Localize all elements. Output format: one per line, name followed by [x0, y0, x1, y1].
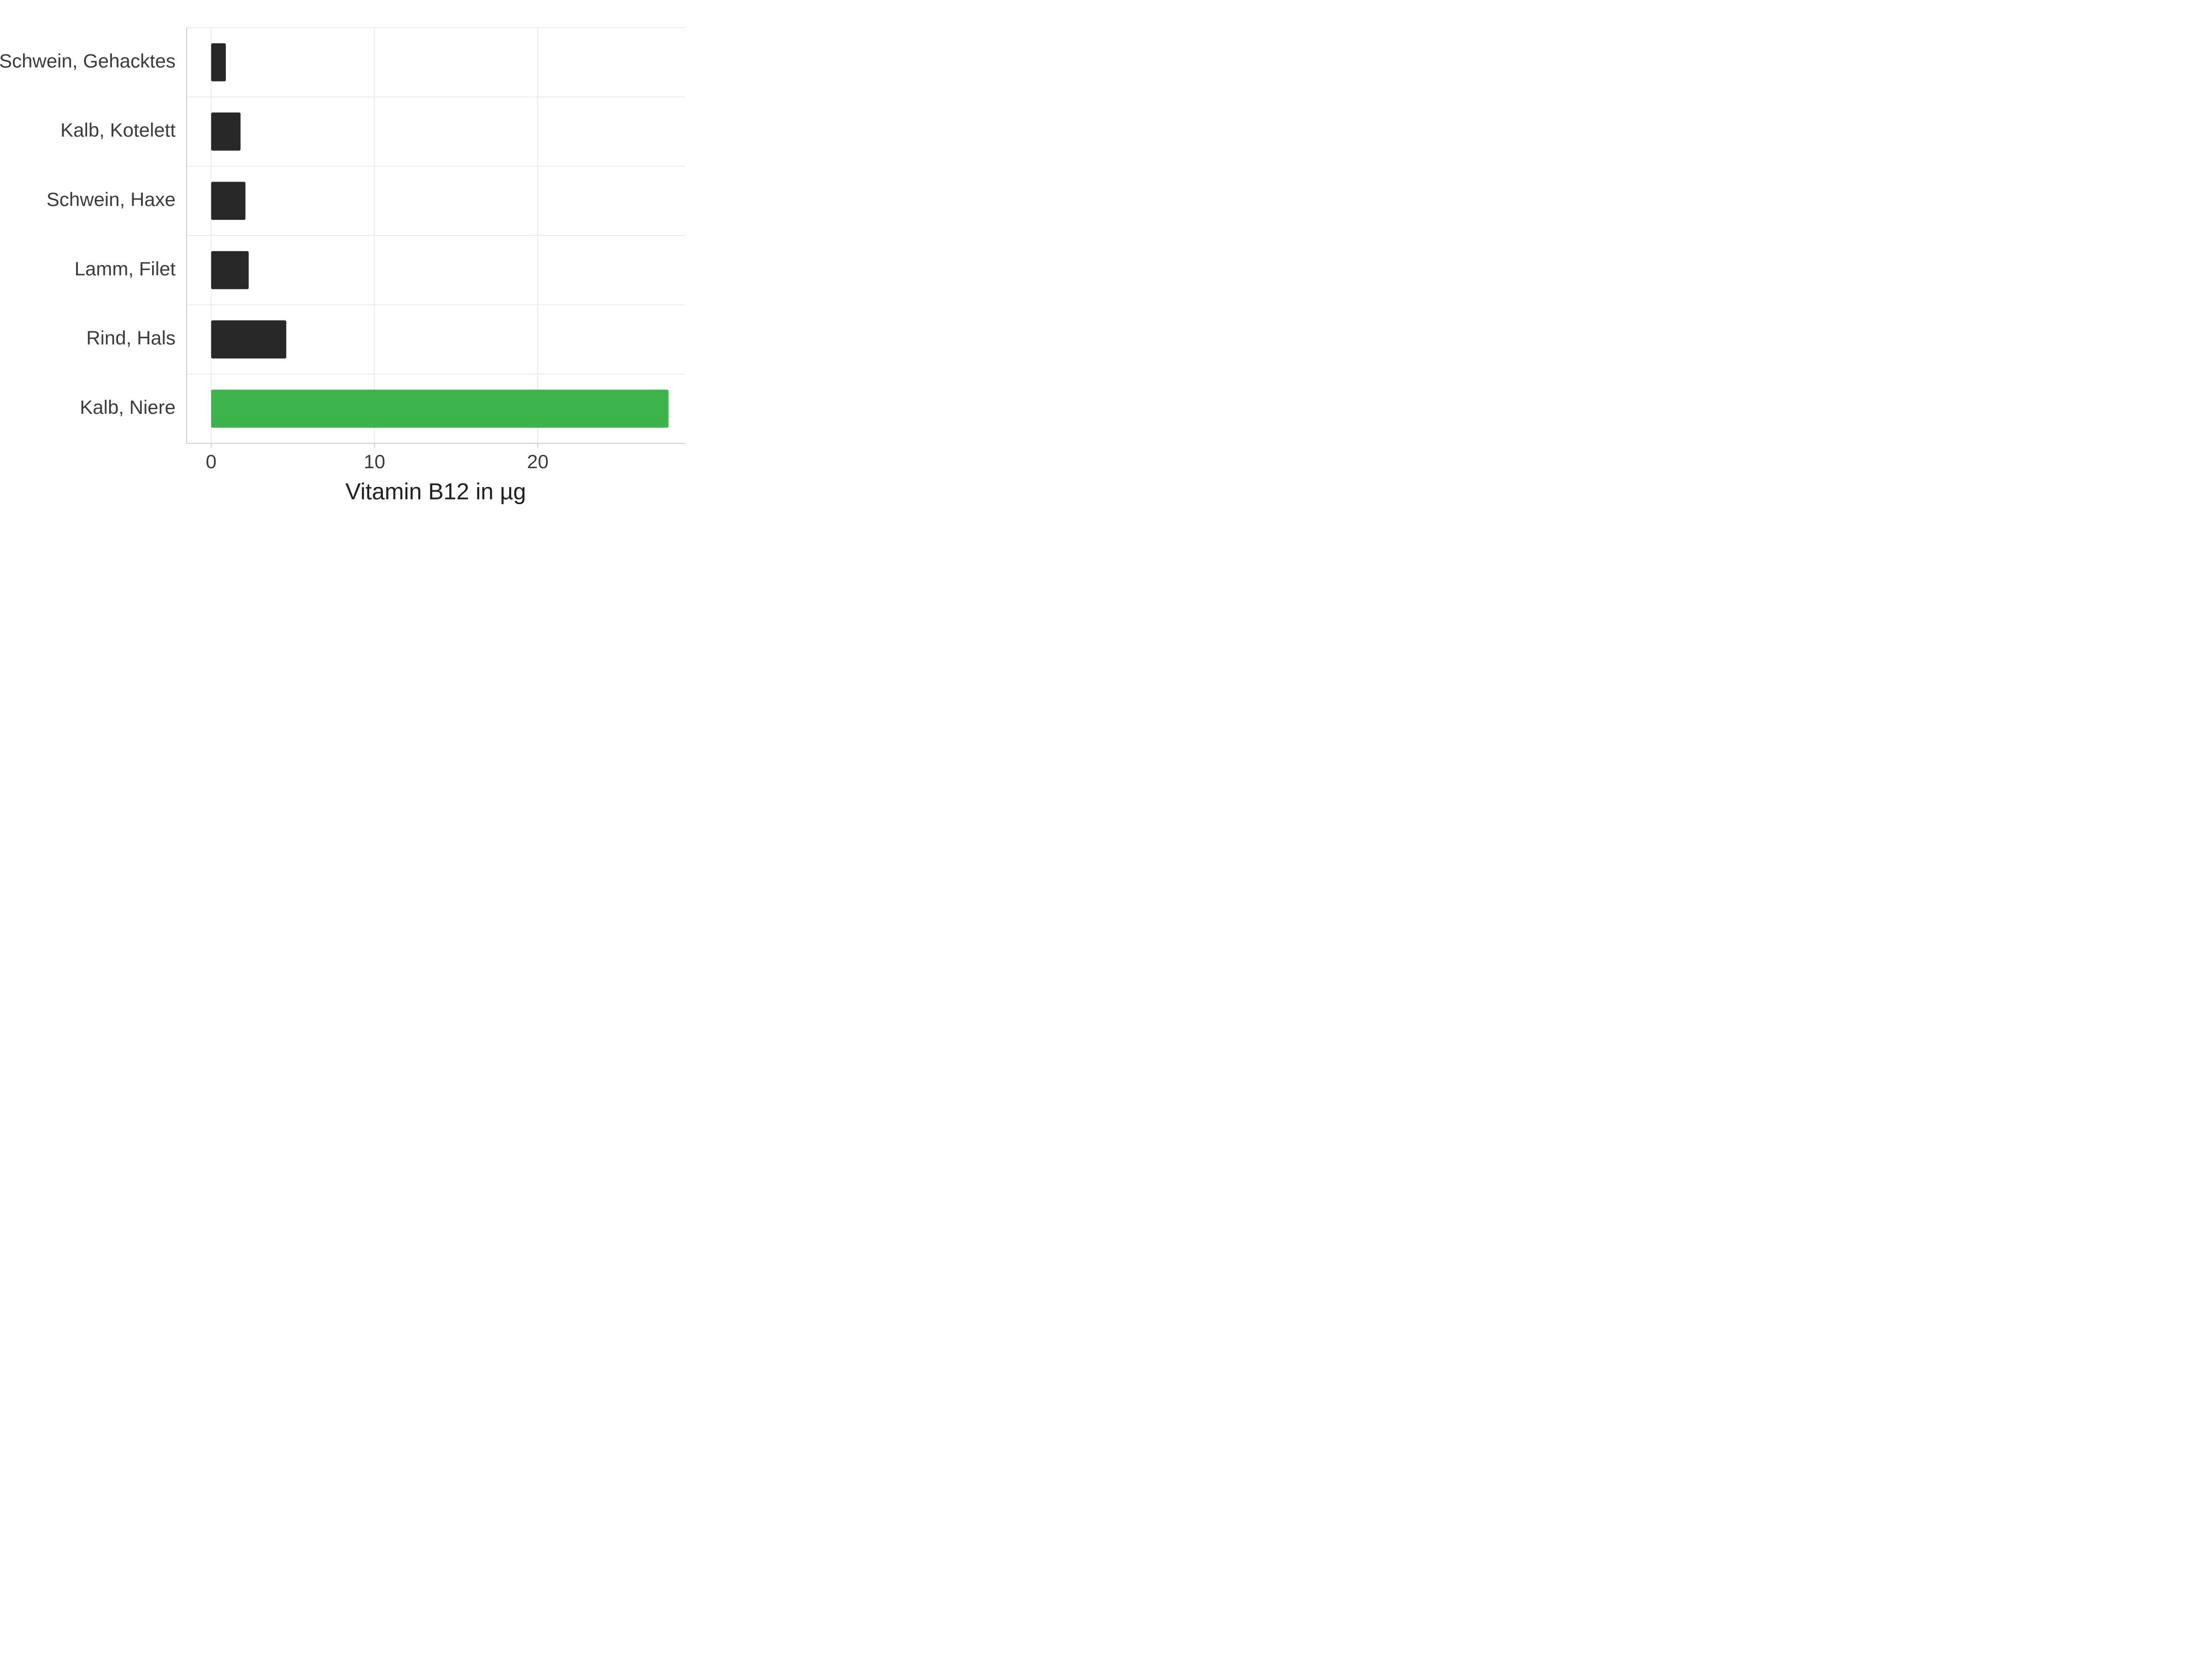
bar — [211, 389, 668, 428]
bar — [211, 251, 249, 289]
bar — [211, 182, 245, 220]
bar — [211, 43, 226, 82]
bar — [211, 112, 241, 151]
x-tick-label: 0 — [206, 451, 216, 472]
y-tick-label: Schwein, Haxe — [47, 188, 176, 210]
y-tick-label: Kalb, Niere — [80, 396, 176, 418]
bar — [211, 320, 286, 359]
x-tick-label: 20 — [527, 451, 549, 472]
x-axis-title: Vitamin B12 in µg — [346, 479, 526, 505]
y-tick-label: Rind, Hals — [86, 327, 176, 349]
y-tick-label: Schwein, Gehacktes — [0, 50, 176, 71]
bar-chart: 0 10 20 Schwein, Gehacktes Kalb, Kotelett Sch… — [0, 0, 708, 531]
y-tick-label: Kalb, Kotelett — [60, 119, 176, 141]
x-tick-label: 10 — [364, 451, 385, 472]
y-tick-label: Lamm, Filet — [75, 258, 176, 279]
